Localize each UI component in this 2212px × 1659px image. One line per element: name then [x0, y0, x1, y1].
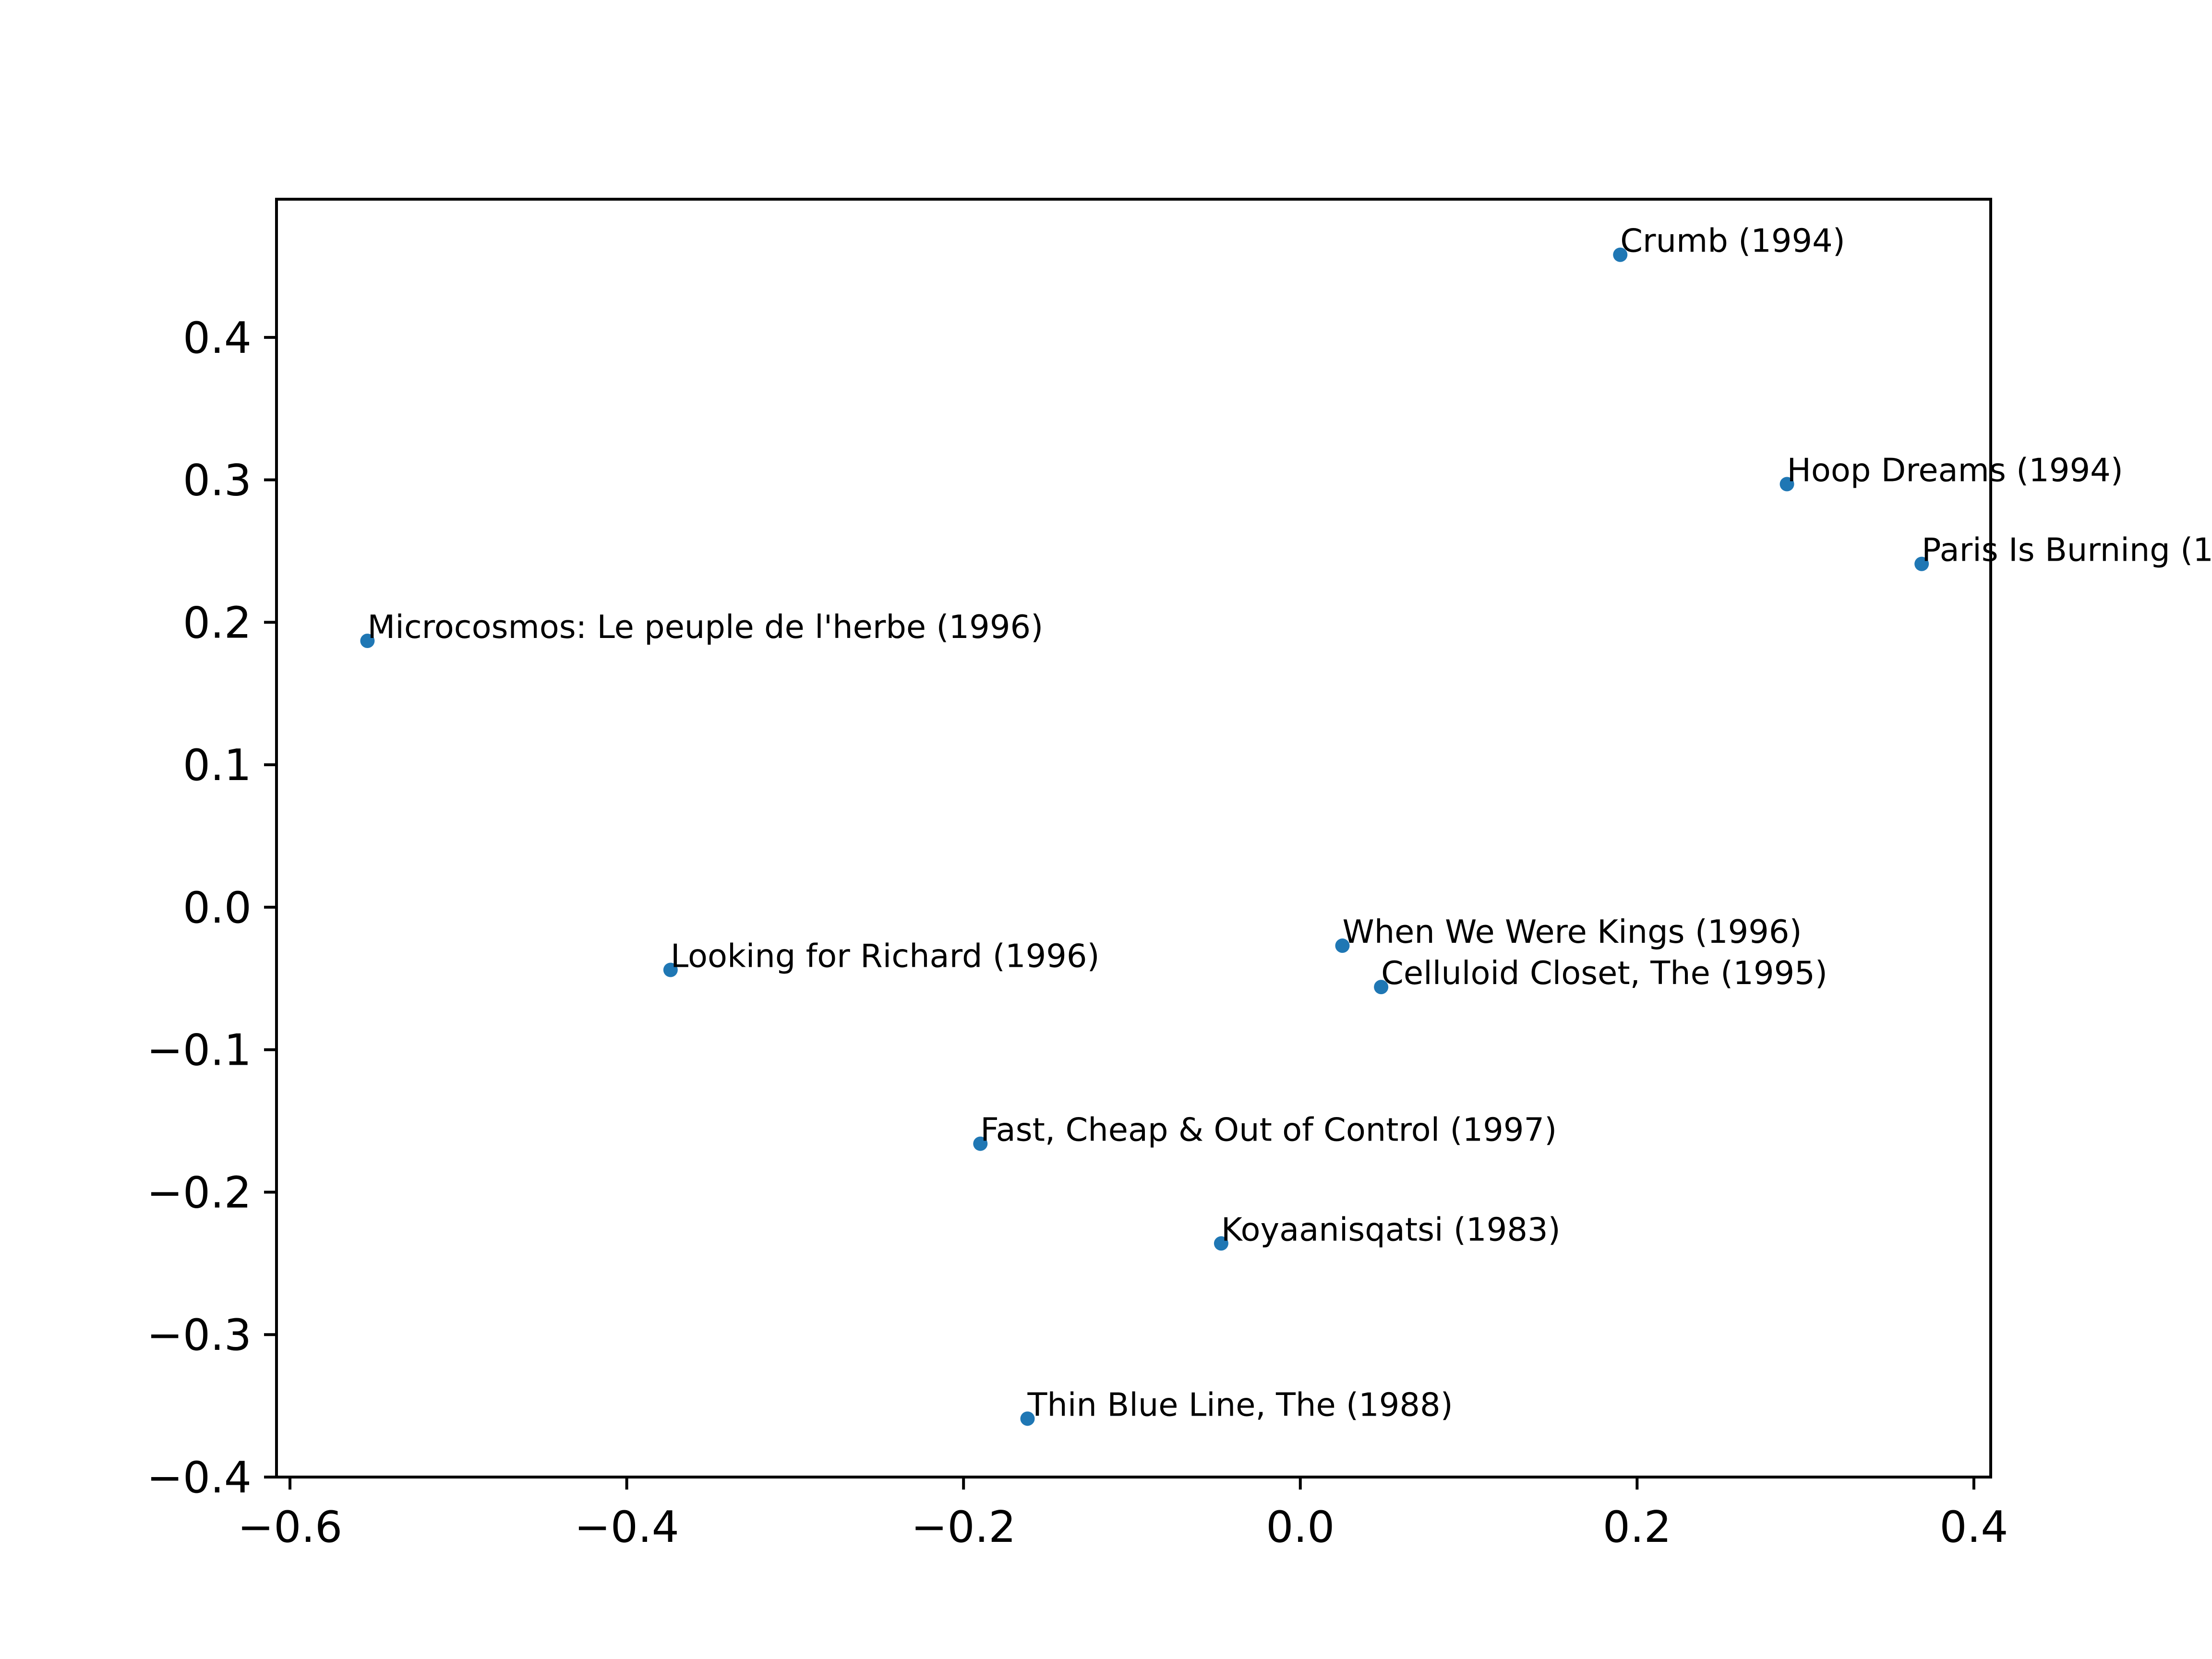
- data-point: [1613, 247, 1628, 262]
- data-points: [360, 247, 1929, 1426]
- y-tick-label: 0.2: [183, 598, 252, 648]
- y-tick-label: 0.0: [183, 883, 252, 933]
- x-tick-label: 0.0: [1266, 1502, 1334, 1552]
- x-tick-label: −0.6: [238, 1502, 343, 1552]
- plot-area-frame: [275, 198, 1992, 1479]
- x-tick-label: −0.4: [574, 1502, 679, 1552]
- point-label: Celluloid Closet, The (1995): [1381, 954, 1827, 992]
- y-tick-label: 0.3: [183, 456, 252, 506]
- x-tick-label: 0.2: [1603, 1502, 1671, 1552]
- point-labels: Crumb (1994) Hoop Dreams (1994) Paris Is B…: [367, 222, 2212, 1424]
- data-point: [1335, 938, 1350, 953]
- data-point: [1914, 556, 1929, 571]
- x-tick-label: −0.2: [911, 1502, 1016, 1552]
- point-label: When We Were Kings (1996): [1342, 913, 1802, 950]
- data-point: [1214, 1236, 1228, 1251]
- data-point: [360, 633, 375, 648]
- data-point: [663, 962, 678, 977]
- y-tick-label: 0.1: [183, 740, 252, 791]
- y-axis: −0.4 −0.3 −0.2 −0.1 0.0 0.1 0.2 0.3 0.4: [146, 313, 276, 1503]
- x-axis: −0.6 −0.4 −0.2 0.0 0.2 0.4: [238, 1477, 2008, 1552]
- point-label: Microcosmos: Le peuple de l'herbe (1996): [367, 608, 1043, 646]
- y-tick-label: −0.2: [146, 1167, 252, 1218]
- data-point: [973, 1136, 988, 1151]
- point-label: Paris Is Burning (1: [1922, 531, 2212, 569]
- point-label: Looking for Richard (1996): [671, 938, 1100, 975]
- y-tick-label: 0.4: [183, 313, 252, 363]
- point-label: Fast, Cheap & Out of Control (1997): [980, 1111, 1557, 1149]
- y-tick-label: −0.4: [146, 1453, 252, 1503]
- data-point: [1020, 1411, 1035, 1426]
- point-label: Crumb (1994): [1620, 222, 1845, 260]
- data-point: [1779, 477, 1794, 492]
- point-label: Hoop Dreams (1994): [1787, 452, 2123, 489]
- point-label: Thin Blue Line, The (1988): [1027, 1386, 1453, 1423]
- data-point: [1374, 980, 1389, 995]
- y-tick-label: −0.1: [146, 1025, 252, 1076]
- x-tick-label: 0.4: [1939, 1502, 2008, 1552]
- point-label: Koyaanisqatsi (1983): [1221, 1211, 1561, 1248]
- y-tick-label: −0.3: [146, 1310, 252, 1360]
